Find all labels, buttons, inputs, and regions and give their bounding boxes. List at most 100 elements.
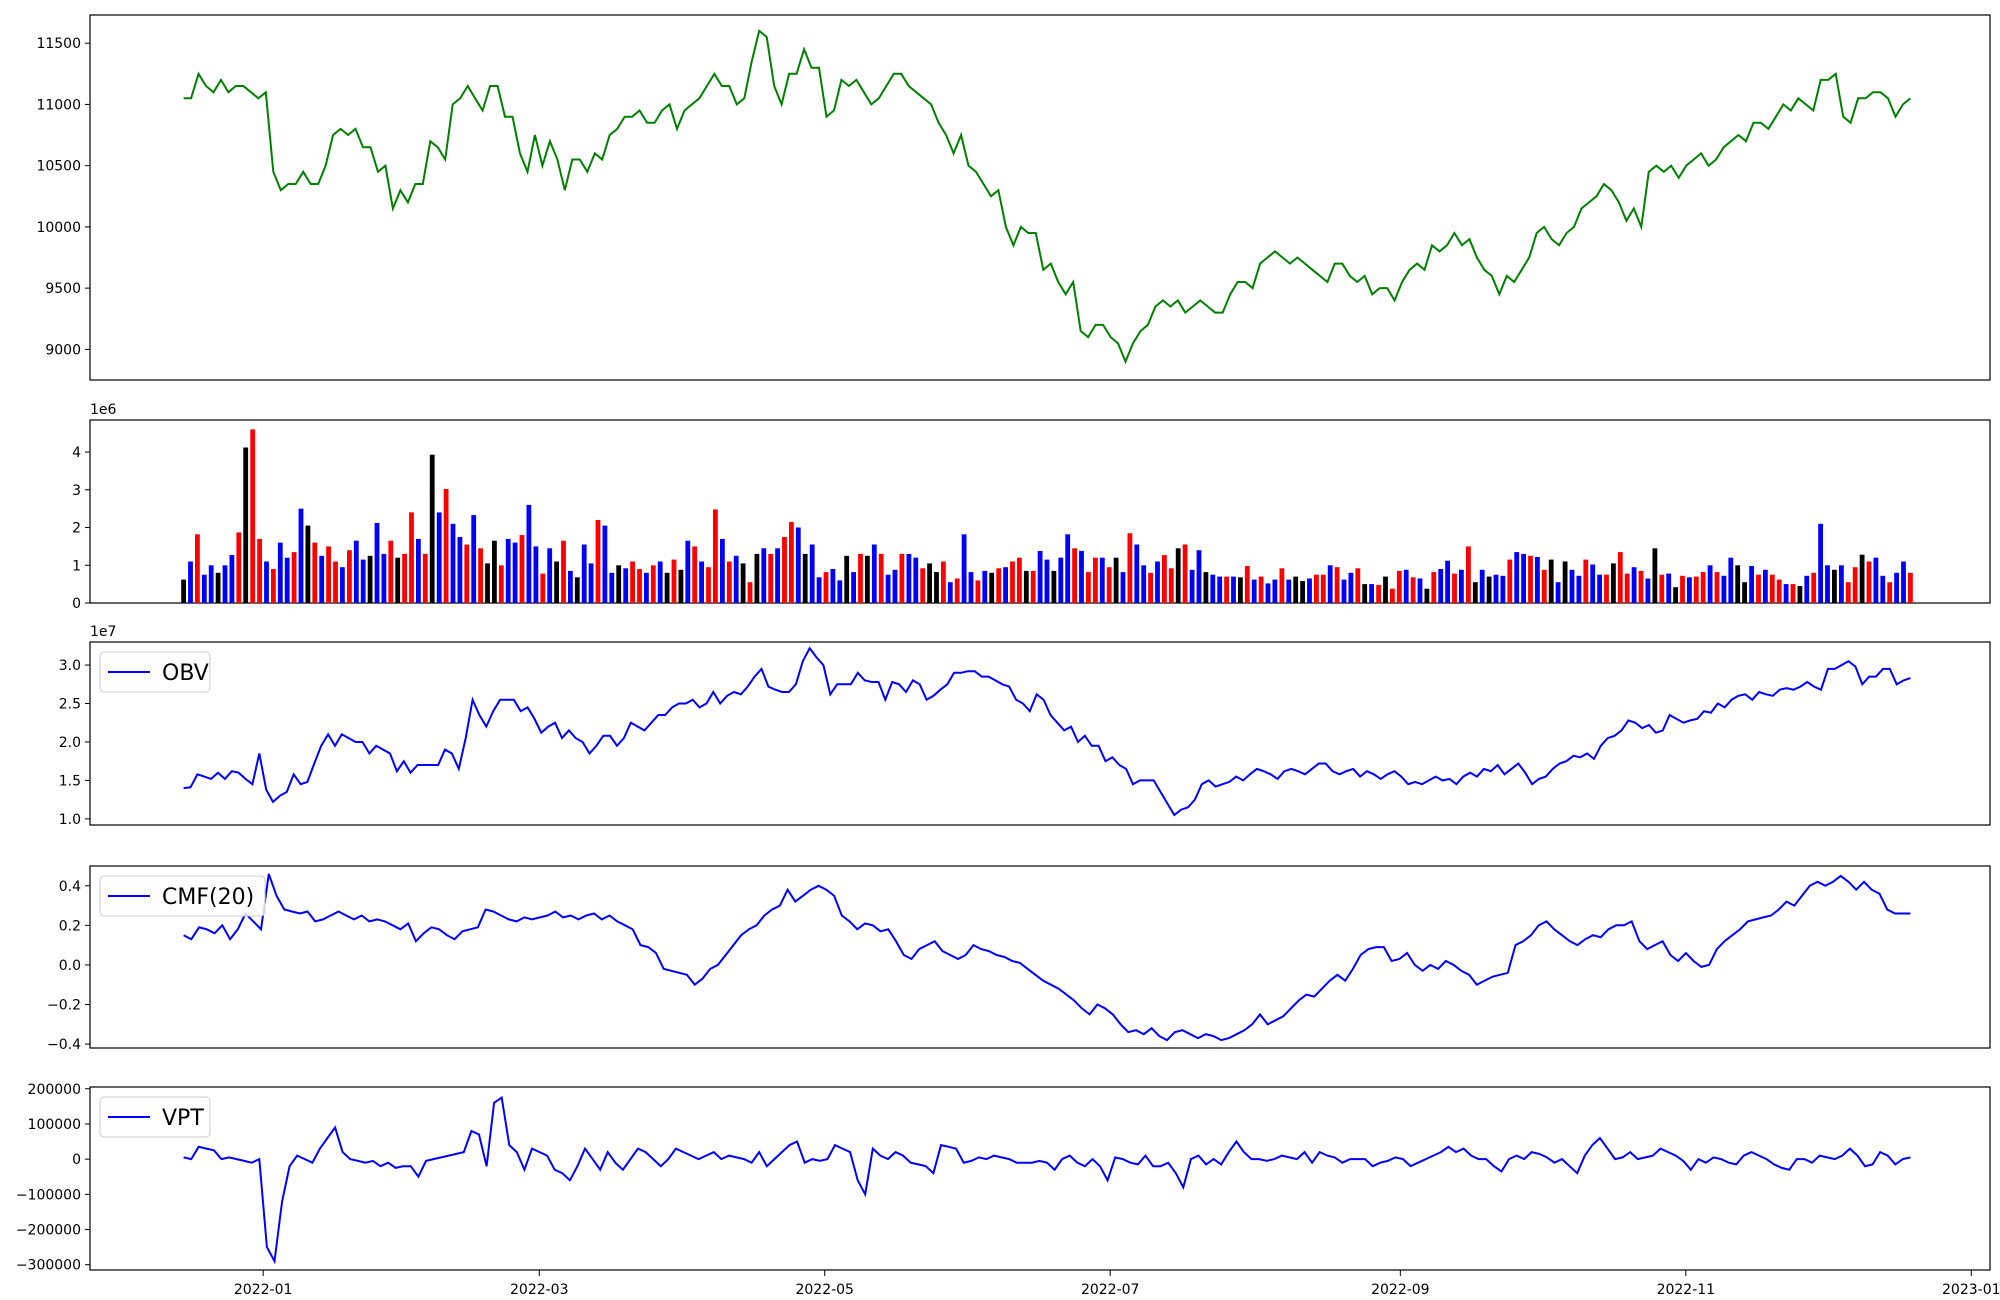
volume-bar bbox=[1196, 550, 1202, 603]
volume-bar bbox=[823, 572, 829, 603]
volume-bar bbox=[257, 538, 262, 603]
volume-bar bbox=[1700, 572, 1706, 603]
volume-bar bbox=[381, 553, 387, 603]
volume-bar bbox=[1500, 575, 1506, 603]
vpt-line bbox=[183, 1095, 1911, 1265]
volume-bar bbox=[1728, 557, 1734, 603]
volume-bar bbox=[906, 553, 912, 603]
volume-bar bbox=[1832, 569, 1837, 603]
volume-bar bbox=[1210, 574, 1216, 603]
obv-ytick-label: 1.5 bbox=[59, 773, 81, 789]
vpt-frame bbox=[89, 1086, 1991, 1271]
volume-bar bbox=[1390, 588, 1395, 603]
price-ytick-label: 10000 bbox=[36, 220, 81, 236]
volume-bar bbox=[844, 555, 850, 603]
volume-bar bbox=[775, 548, 780, 603]
volume-bar bbox=[505, 538, 511, 603]
volume-bar bbox=[1459, 569, 1464, 603]
volume-bar bbox=[1445, 560, 1450, 603]
volume-bar bbox=[1141, 565, 1147, 603]
volume-bar bbox=[1756, 574, 1761, 603]
volume-bar bbox=[443, 489, 449, 603]
volume-bar bbox=[181, 579, 186, 603]
volume-bar bbox=[1569, 569, 1575, 603]
obv-legend-label: OBV bbox=[162, 661, 209, 686]
volume-bar bbox=[1555, 582, 1561, 603]
volume-bar bbox=[1680, 575, 1685, 603]
volume-bar bbox=[1051, 570, 1057, 603]
volume-bar bbox=[747, 582, 753, 603]
volume-bar bbox=[616, 565, 622, 603]
price-ytick-label: 11000 bbox=[36, 97, 81, 113]
volume-bar bbox=[733, 555, 739, 603]
volume-bar bbox=[1825, 565, 1830, 603]
volume-bar bbox=[809, 544, 815, 603]
volume-bar bbox=[706, 567, 711, 603]
volume-bar bbox=[1403, 569, 1409, 603]
volume-bar bbox=[623, 568, 629, 603]
volume-bar bbox=[1017, 557, 1022, 603]
volume-bar bbox=[726, 561, 732, 603]
volume-bar bbox=[1894, 572, 1899, 603]
volume-bar bbox=[1707, 565, 1713, 603]
volume-bar bbox=[1203, 572, 1209, 603]
volume-bar bbox=[236, 532, 242, 603]
x-tick-label: 2022-09 bbox=[1371, 1282, 1430, 1298]
volume-bar bbox=[1645, 578, 1651, 603]
volume-bar bbox=[941, 561, 946, 603]
volume-bar bbox=[1424, 588, 1430, 603]
volume-bar bbox=[609, 572, 615, 603]
volume-bar bbox=[277, 542, 283, 603]
volume-bar bbox=[1486, 576, 1492, 603]
volume-ytick-label: 4 bbox=[72, 445, 81, 461]
volume-bar bbox=[713, 509, 718, 603]
volume-bar bbox=[1783, 584, 1789, 603]
volume-bar bbox=[871, 544, 877, 603]
volume-bar bbox=[1258, 576, 1264, 603]
volume-bar bbox=[326, 546, 331, 603]
volume-bar bbox=[498, 565, 504, 603]
volume-bar bbox=[1099, 557, 1105, 603]
volume-bar bbox=[574, 577, 580, 603]
volume-bar bbox=[1617, 552, 1623, 603]
price-ytick-label: 10500 bbox=[36, 159, 81, 175]
volume-bar bbox=[989, 572, 995, 603]
volume-bar bbox=[1010, 561, 1015, 603]
volume-bar bbox=[1659, 574, 1665, 603]
volume-bar bbox=[934, 572, 939, 603]
volume-bar bbox=[892, 569, 898, 603]
x-tick-label: 2022-07 bbox=[1081, 1282, 1140, 1298]
volume-bar bbox=[367, 555, 373, 603]
vpt-ytick-label: 100000 bbox=[28, 1117, 81, 1133]
volume-bar bbox=[1742, 582, 1747, 603]
volume-bar bbox=[685, 540, 691, 603]
volume-bar bbox=[1776, 579, 1782, 603]
volume-bar bbox=[1535, 557, 1540, 603]
volume-bar bbox=[312, 542, 318, 603]
volume-bar bbox=[188, 561, 193, 603]
volume-bar bbox=[588, 563, 594, 603]
volume-bar bbox=[968, 572, 974, 603]
cmf-ytick-label: −0.2 bbox=[47, 997, 81, 1013]
obv-panel: 1e7 1.0 1.5 2.0 2.5 3.0 OBV bbox=[59, 624, 1991, 828]
volume-bar bbox=[1763, 569, 1768, 603]
volume-bar bbox=[1466, 546, 1471, 603]
volume-bar bbox=[1562, 561, 1568, 603]
volume-bar bbox=[996, 568, 1002, 603]
x-tick-label: 2022-03 bbox=[510, 1282, 569, 1298]
volume-bar bbox=[1472, 582, 1478, 603]
obv-ytick-label: 2.5 bbox=[59, 697, 81, 713]
volume-bar bbox=[802, 553, 808, 603]
volume-bar bbox=[353, 540, 359, 603]
volume-bar bbox=[374, 523, 380, 603]
volume-bar bbox=[954, 578, 960, 603]
volume-bar bbox=[568, 570, 573, 603]
volume-bar bbox=[229, 555, 235, 603]
volume-bar bbox=[1908, 572, 1913, 603]
volume-bar bbox=[1106, 567, 1112, 603]
volume-bar bbox=[416, 538, 421, 603]
price-ytick-label: 9500 bbox=[45, 281, 81, 297]
volume-bar bbox=[795, 527, 801, 603]
